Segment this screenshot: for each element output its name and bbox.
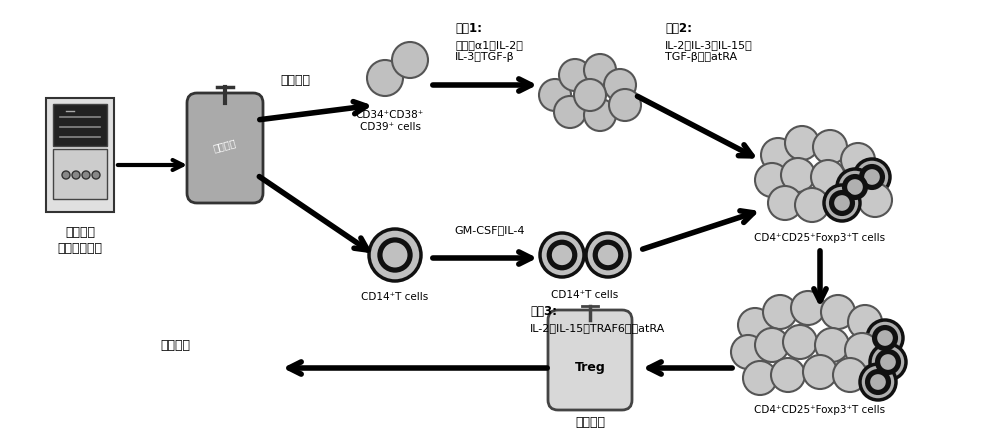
Circle shape — [854, 159, 890, 195]
FancyBboxPatch shape — [46, 98, 114, 212]
FancyBboxPatch shape — [53, 149, 107, 199]
Circle shape — [848, 305, 882, 339]
Circle shape — [771, 358, 805, 392]
Circle shape — [867, 320, 903, 356]
Circle shape — [878, 351, 898, 372]
Circle shape — [862, 166, 882, 187]
Circle shape — [549, 242, 575, 268]
Text: CD14⁺T cells: CD14⁺T cells — [551, 290, 619, 300]
Circle shape — [609, 89, 641, 121]
Text: 胸腊素α1，IL-2，
IL-3，TGF-β: 胸腊素α1，IL-2， IL-3，TGF-β — [455, 40, 523, 62]
Text: CD4⁺CD25⁺Foxp3⁺T cells: CD4⁺CD25⁺Foxp3⁺T cells — [754, 405, 886, 415]
Circle shape — [755, 328, 789, 362]
Circle shape — [743, 361, 777, 395]
Text: 细胞分化: 细胞分化 — [280, 73, 310, 87]
FancyBboxPatch shape — [187, 93, 263, 203]
Text: 血细胞单采仪: 血细胞单采仪 — [58, 242, 103, 254]
Circle shape — [821, 295, 855, 329]
Circle shape — [755, 163, 789, 197]
FancyBboxPatch shape — [548, 310, 632, 410]
Text: 步骤3:: 步骤3: — [530, 305, 557, 318]
Text: IL-2，IL-3，IL-15，
TGF-β以収atRA: IL-2，IL-3，IL-15， TGF-β以収atRA — [665, 40, 753, 62]
Circle shape — [604, 69, 636, 101]
Text: CD4⁺CD25⁺Foxp3⁺T cells: CD4⁺CD25⁺Foxp3⁺T cells — [754, 233, 886, 243]
Circle shape — [811, 160, 845, 194]
Circle shape — [791, 291, 825, 325]
Circle shape — [858, 183, 892, 217]
Circle shape — [824, 185, 860, 221]
Text: IL-2，IL-15，TRAF6以収atRA: IL-2，IL-15，TRAF6以収atRA — [530, 323, 665, 333]
Text: GM-CSF，IL-4: GM-CSF，IL-4 — [455, 225, 525, 235]
Circle shape — [369, 229, 421, 281]
Text: Treg: Treg — [575, 361, 605, 375]
Text: 步骤2:: 步骤2: — [665, 22, 692, 35]
Circle shape — [833, 358, 867, 392]
Circle shape — [584, 99, 616, 131]
Circle shape — [768, 186, 802, 220]
Circle shape — [815, 328, 849, 362]
Text: 细胞收集: 细胞收集 — [575, 416, 605, 429]
Circle shape — [731, 335, 765, 369]
Circle shape — [380, 240, 410, 270]
Circle shape — [584, 54, 616, 86]
Circle shape — [586, 233, 630, 277]
Circle shape — [795, 188, 829, 222]
Circle shape — [870, 344, 906, 380]
Text: 单核细胞: 单核细胞 — [212, 137, 238, 153]
Text: CD14⁺T cells: CD14⁺T cells — [361, 292, 429, 302]
Circle shape — [559, 59, 591, 91]
Circle shape — [875, 328, 895, 348]
Circle shape — [785, 126, 819, 160]
Text: 血液供者: 血液供者 — [65, 226, 95, 239]
Circle shape — [392, 42, 428, 78]
Text: 细胞应用: 细胞应用 — [160, 339, 190, 352]
Circle shape — [781, 158, 815, 192]
Circle shape — [845, 333, 879, 367]
Circle shape — [72, 171, 80, 179]
Circle shape — [860, 364, 896, 400]
Text: 步骤1:: 步骤1: — [455, 22, 482, 35]
Text: CD34⁺CD38⁺
CD39⁺ cells: CD34⁺CD38⁺ CD39⁺ cells — [356, 110, 424, 132]
Circle shape — [813, 130, 847, 164]
Circle shape — [803, 355, 837, 389]
Circle shape — [367, 60, 403, 96]
FancyBboxPatch shape — [53, 104, 107, 146]
Circle shape — [540, 233, 584, 277]
Circle shape — [868, 371, 888, 392]
Circle shape — [554, 96, 586, 128]
Circle shape — [783, 325, 817, 359]
Circle shape — [832, 193, 852, 213]
Circle shape — [761, 138, 795, 172]
Circle shape — [62, 171, 70, 179]
Circle shape — [539, 79, 571, 111]
Circle shape — [837, 169, 873, 205]
Circle shape — [845, 177, 865, 198]
Circle shape — [763, 295, 797, 329]
Circle shape — [595, 242, 621, 268]
Circle shape — [738, 308, 772, 342]
Circle shape — [574, 79, 606, 111]
Circle shape — [92, 171, 100, 179]
Circle shape — [82, 171, 90, 179]
Circle shape — [841, 143, 875, 177]
